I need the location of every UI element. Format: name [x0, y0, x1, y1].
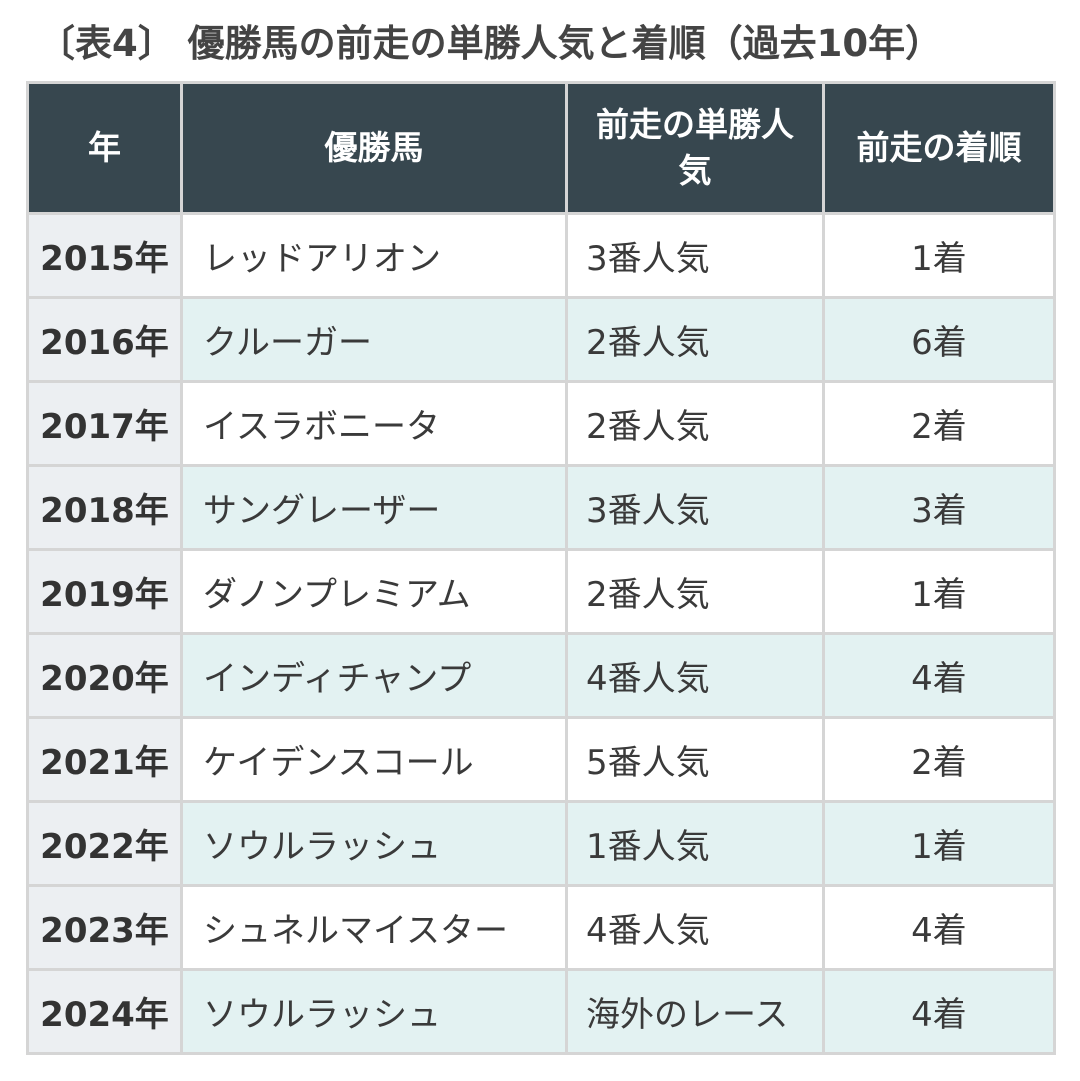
table-row: 2023年 シュネルマイスター 4番人気 4着 — [26, 884, 1056, 971]
horse-cell: ダノンプレミアム — [180, 548, 568, 635]
header-popularity: 前走の単勝人気 — [565, 81, 825, 215]
table-row: 2021年 ケイデンスコール 5番人気 2着 — [26, 716, 1056, 803]
horse-cell: イスラボニータ — [180, 380, 568, 467]
popularity-cell: 2番人気 — [565, 380, 825, 467]
horse-cell: インディチャンプ — [180, 632, 568, 719]
table-header: 年 優勝馬 前走の単勝人気 前走の着順 — [26, 81, 1056, 215]
header-year: 年 — [26, 81, 183, 215]
year-cell: 2024年 — [26, 968, 183, 1055]
year-cell: 2022年 — [26, 800, 183, 887]
year-cell: 2021年 — [26, 716, 183, 803]
popularity-cell: 3番人気 — [565, 212, 825, 299]
horse-cell: ソウルラッシュ — [180, 800, 568, 887]
horse-cell: クルーガー — [180, 296, 568, 383]
popularity-cell: 2番人気 — [565, 548, 825, 635]
year-cell: 2017年 — [26, 380, 183, 467]
finish-cell: 4着 — [822, 884, 1056, 971]
popularity-cell: 1番人気 — [565, 800, 825, 887]
finish-cell: 1着 — [822, 548, 1056, 635]
year-cell: 2023年 — [26, 884, 183, 971]
finish-cell: 3着 — [822, 464, 1056, 551]
finish-cell: 2着 — [822, 380, 1056, 467]
finish-cell: 4着 — [822, 968, 1056, 1055]
header-row: 年 優勝馬 前走の単勝人気 前走の着順 — [26, 81, 1056, 215]
header-horse: 優勝馬 — [180, 81, 568, 215]
popularity-cell: 2番人気 — [565, 296, 825, 383]
horse-cell: ソウルラッシュ — [180, 968, 568, 1055]
finish-cell: 2着 — [822, 716, 1056, 803]
popularity-cell: 海外のレース — [565, 968, 825, 1055]
table-row: 2017年 イスラボニータ 2番人気 2着 — [26, 380, 1056, 467]
finish-cell: 1着 — [822, 212, 1056, 299]
table-row: 2022年 ソウルラッシュ 1番人気 1着 — [26, 800, 1056, 887]
popularity-cell: 3番人気 — [565, 464, 825, 551]
year-cell: 2015年 — [26, 212, 183, 299]
popularity-cell: 4番人気 — [565, 632, 825, 719]
horse-cell: ケイデンスコール — [180, 716, 568, 803]
results-table: 年 優勝馬 前走の単勝人気 前走の着順 2015年 レッドアリオン 3番人気 1… — [26, 81, 1056, 1055]
table-body: 2015年 レッドアリオン 3番人気 1着 2016年 クルーガー 2番人気 6… — [26, 212, 1056, 1055]
finish-cell: 6着 — [822, 296, 1056, 383]
table-row: 2019年 ダノンプレミアム 2番人気 1着 — [26, 548, 1056, 635]
table-row: 2020年 インディチャンプ 4番人気 4着 — [26, 632, 1056, 719]
year-cell: 2018年 — [26, 464, 183, 551]
horse-cell: レッドアリオン — [180, 212, 568, 299]
table-row: 2015年 レッドアリオン 3番人気 1着 — [26, 212, 1056, 299]
header-finish: 前走の着順 — [822, 81, 1056, 215]
year-cell: 2016年 — [26, 296, 183, 383]
finish-cell: 1着 — [822, 800, 1056, 887]
table-title: 〔表4〕 優勝馬の前走の単勝人気と着順（過去10年） — [38, 22, 943, 65]
horse-cell: シュネルマイスター — [180, 884, 568, 971]
table-row: 2016年 クルーガー 2番人気 6着 — [26, 296, 1056, 383]
year-cell: 2020年 — [26, 632, 183, 719]
year-cell: 2019年 — [26, 548, 183, 635]
horse-cell: サングレーザー — [180, 464, 568, 551]
popularity-cell: 5番人気 — [565, 716, 825, 803]
popularity-cell: 4番人気 — [565, 884, 825, 971]
finish-cell: 4着 — [822, 632, 1056, 719]
table-row: 2024年 ソウルラッシュ 海外のレース 4着 — [26, 968, 1056, 1055]
table-row: 2018年 サングレーザー 3番人気 3着 — [26, 464, 1056, 551]
